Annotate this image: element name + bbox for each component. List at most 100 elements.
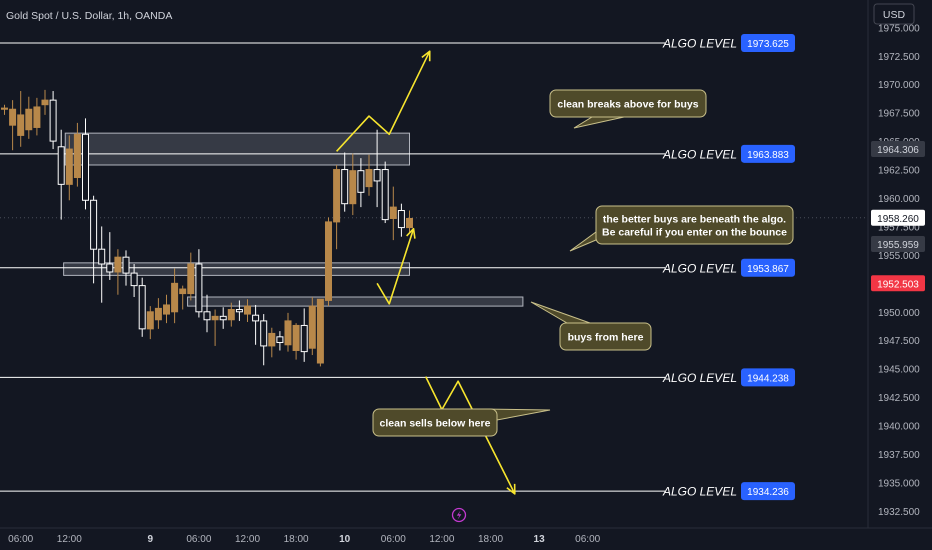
time-tick-label: 06:00 xyxy=(186,534,211,545)
price-tick-label: 1950.000 xyxy=(878,308,920,319)
candle xyxy=(235,300,243,321)
candle xyxy=(187,252,195,301)
candle xyxy=(57,129,65,220)
candle xyxy=(9,100,17,151)
arrow-path xyxy=(376,228,415,305)
zones[interactable] xyxy=(63,132,524,307)
currency-button[interactable] xyxy=(873,3,915,25)
price-badge xyxy=(871,275,925,292)
callout-text: the better buys are beneath the algo. xyxy=(603,214,786,226)
candle xyxy=(171,268,179,324)
zone-upper[interactable] xyxy=(64,132,410,166)
callout-buys-from-here[interactable]: buys from here xyxy=(530,301,652,351)
candle-body xyxy=(389,206,397,219)
arrow-head xyxy=(506,483,516,495)
candle xyxy=(73,122,81,187)
algo-level-label: ALGO LEVEL xyxy=(662,147,737,161)
callout-box xyxy=(372,408,498,437)
candle-body xyxy=(98,248,106,265)
candle xyxy=(25,96,33,139)
zone-lower[interactable] xyxy=(187,296,524,307)
callout-text: clean sells below here xyxy=(380,418,491,430)
price-badge-value: 1952.503 xyxy=(877,279,919,290)
time-tick-label: 12:00 xyxy=(429,534,454,545)
algo-level-label: ALGO LEVEL xyxy=(662,261,737,275)
candle xyxy=(41,89,49,115)
price-tick-label: 1975.000 xyxy=(878,23,920,34)
candle-body xyxy=(90,199,98,250)
candle xyxy=(179,285,187,310)
price-badge xyxy=(871,141,925,158)
candle-body xyxy=(260,320,268,347)
price-tick-label: 1955.000 xyxy=(878,251,920,262)
candle xyxy=(349,153,357,216)
lightning-icon[interactable] xyxy=(451,507,467,523)
candle-body xyxy=(268,332,276,347)
callout-clean-breaks[interactable]: clean breaks above for buys xyxy=(549,89,707,129)
candle xyxy=(1,104,8,115)
candle xyxy=(333,165,341,250)
candle-body xyxy=(9,108,17,126)
algo-level-label: ALGO LEVEL xyxy=(662,371,737,385)
candle xyxy=(300,308,308,362)
candle-body xyxy=(187,263,195,295)
price-tick-label: 1942.500 xyxy=(878,393,920,404)
callout-text: buys from here xyxy=(568,332,644,344)
price-badge xyxy=(871,235,925,252)
candle-body xyxy=(82,133,89,201)
candle-body xyxy=(308,305,316,349)
candle-body xyxy=(300,324,308,353)
candle xyxy=(227,302,235,327)
candle xyxy=(98,226,106,303)
arrow-path xyxy=(424,376,516,495)
candle xyxy=(325,217,332,307)
algo-level-value: 1953.867 xyxy=(747,264,789,275)
callout-text: Be careful if you enter on the bounce xyxy=(602,227,787,239)
candle xyxy=(90,195,98,284)
price-tick-label: 1947.500 xyxy=(878,336,920,347)
candle-body xyxy=(357,170,365,193)
candles xyxy=(1,89,413,367)
algo-level-value: 1973.625 xyxy=(747,39,789,50)
candle-body xyxy=(122,256,130,274)
algo-level-value: 1944.238 xyxy=(747,373,789,384)
time-tick-label: 12:00 xyxy=(57,534,82,545)
candle xyxy=(260,314,268,366)
arrow-bounce[interactable] xyxy=(376,227,416,305)
candle-body xyxy=(252,314,260,322)
candle-body xyxy=(373,169,381,182)
callout-better-buys[interactable]: the better buys are beneath the algo.Be … xyxy=(569,205,794,252)
arrow-up-breakout[interactable] xyxy=(336,50,431,152)
time-tick-label: 9 xyxy=(148,534,154,545)
candle xyxy=(284,312,292,352)
candle xyxy=(373,129,381,208)
candle xyxy=(146,306,154,340)
time-tick-label: 06:00 xyxy=(575,534,600,545)
callout-clean-sells[interactable]: clean sells below here xyxy=(372,408,551,437)
candle xyxy=(397,203,405,237)
time-axis[interactable]: 06:00 12:00 9 06:00 12:00 18:00 10 06:00 12:00 18… xyxy=(8,534,600,545)
candle xyxy=(357,158,365,208)
candle xyxy=(106,232,114,280)
callouts[interactable]: clean breaks above for buys the better bu… xyxy=(372,89,794,437)
candle-body xyxy=(316,298,324,364)
candle-body xyxy=(130,272,138,287)
candle xyxy=(316,298,324,367)
price-badges: 1964.306 1958.260 1955.959 1952.503 xyxy=(871,141,925,292)
zone-middle[interactable] xyxy=(63,262,410,276)
arrows[interactable] xyxy=(336,50,516,495)
candle xyxy=(163,294,170,324)
callout-box xyxy=(595,205,794,245)
arrow-down-breakdown[interactable] xyxy=(424,376,516,495)
candle-body xyxy=(235,309,243,313)
callout-text: clean breaks above for buys xyxy=(557,99,698,111)
candle xyxy=(203,294,211,333)
candle xyxy=(381,161,389,224)
price-badge xyxy=(871,209,925,226)
candle-body xyxy=(227,309,235,321)
candle-body xyxy=(17,114,25,136)
price-tick-label: 1962.500 xyxy=(878,166,920,177)
candle-body xyxy=(276,336,284,344)
price-tick-label: 1935.000 xyxy=(878,478,920,489)
